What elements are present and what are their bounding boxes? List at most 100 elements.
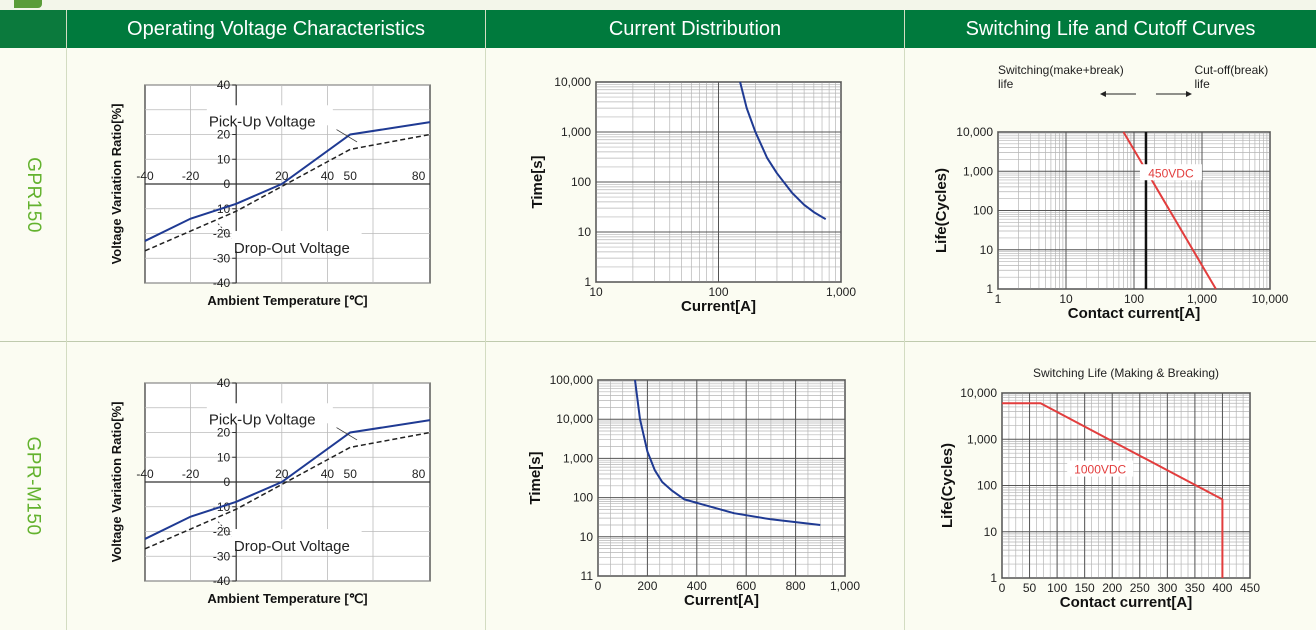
life-line-450vdc: [1122, 131, 1217, 290]
y-tick-label: -30: [213, 549, 231, 563]
x-tick-label: 40: [321, 169, 335, 183]
y-tick-label: -30: [213, 251, 231, 265]
header-corner: [0, 10, 66, 48]
y-tick-label: 40: [217, 78, 231, 92]
y-tick-label: 1: [990, 571, 997, 585]
y-tick-label: 1,000: [563, 451, 593, 465]
drop-out-voltage-label: Drop-Out Voltage: [234, 538, 350, 555]
pick-up-voltage-label: Pick-Up Voltage: [209, 114, 316, 131]
y-tick-label: 1,000: [561, 125, 591, 139]
x-tick-label: 450: [1240, 581, 1260, 595]
y-tick-label: 100,000: [550, 373, 594, 387]
leader-line: [217, 223, 232, 239]
y-tick-label: 1: [584, 275, 591, 289]
y-axis-label: Life(Cycles): [933, 168, 950, 253]
arrow-left-head: [1099, 91, 1106, 97]
x-tick-label: 50: [1023, 581, 1037, 595]
header-switching-life: Switching Life and Cutoff Curves: [905, 10, 1316, 48]
y-axis-label: Time[s]: [527, 451, 544, 504]
pick-up-voltage-line: [144, 121, 431, 242]
x-tick-label: 200: [637, 579, 657, 593]
y-tick-label: 20: [217, 128, 231, 142]
annotation-switching-life: life: [998, 77, 1014, 91]
row-label-gpr150: GPR150: [0, 48, 66, 341]
label-bg: [231, 529, 362, 550]
pick-up-voltage-label: Pick-Up Voltage: [209, 412, 316, 429]
top-strip: [0, 0, 1316, 10]
y-tick-label: 1,000: [967, 432, 997, 446]
leader-line: [336, 427, 358, 441]
label-bg: [231, 231, 362, 252]
gpr-m150-voltage-chart: -40-30-20-10010203040-40-2020405080Pick-…: [109, 376, 431, 606]
x-tick-label: 300: [1157, 581, 1177, 595]
x-tick-label: 1,000: [830, 579, 860, 593]
y-tick-label: 10: [217, 152, 231, 166]
x-tick-label: 100: [1124, 292, 1144, 306]
header-label: Switching Life and Cutoff Curves: [965, 17, 1256, 40]
x-axis-label: Contact current[A]: [1060, 594, 1193, 611]
y-tick-label: -40: [213, 276, 231, 290]
column-divider: [66, 10, 67, 630]
x-tick-label: 350: [1185, 581, 1205, 595]
annotation-cutoff: Cut-off(break): [1194, 63, 1268, 77]
x-axis-label: Ambient Temperature [℃]: [207, 591, 367, 606]
life-line-1000vdc: [1002, 402, 1224, 578]
leader-line: [217, 521, 232, 537]
x-axis-label: Contact current[A]: [1068, 305, 1201, 322]
x-tick-label: -20: [182, 467, 200, 481]
x-axis-label: Current[A]: [681, 298, 756, 315]
x-tick-label: 150: [1075, 581, 1095, 595]
leader-line: [336, 129, 358, 143]
y-tick-label: 20: [217, 426, 231, 440]
brand-mark: [14, 0, 42, 8]
x-tick-label: 1: [995, 292, 1002, 306]
x-axis-label: Current[A]: [684, 592, 759, 609]
y-tick-label: 100: [571, 175, 591, 189]
y-tick-label: 10,000: [960, 386, 997, 400]
y-tick-label: 10: [980, 243, 994, 257]
x-tick-label: 20: [275, 169, 289, 183]
y-axis-label: Voltage Variation Ratio[%]: [109, 104, 124, 265]
gpr-m150-life-chart: 0 50 100 150 200 250 300 350 400 450 1 10 100 1,000 10…: [939, 366, 1260, 611]
x-tick-label: 80: [412, 467, 426, 481]
drop-out-voltage-line: [144, 133, 431, 252]
y-tick-label: 10,000: [556, 412, 593, 426]
x-tick-label: 800: [786, 579, 806, 593]
current-curve: [739, 81, 827, 221]
y-tick-label: -20: [213, 227, 231, 241]
y-tick-label: 10,000: [956, 125, 993, 139]
y-tick-label: -40: [213, 574, 231, 588]
x-tick-label: 200: [1102, 581, 1122, 595]
chart-title: Switching Life (Making & Breaking): [1033, 366, 1219, 380]
y-tick-label: 10: [580, 530, 594, 544]
y-tick-label: -20: [213, 525, 231, 539]
header-current-distribution: Current Distribution: [486, 10, 904, 48]
y-tick-label: 10: [984, 525, 998, 539]
drop-out-voltage-label: Drop-Out Voltage: [234, 240, 350, 257]
x-tick-label: 250: [1130, 581, 1150, 595]
x-tick-label: 100: [708, 285, 728, 299]
x-tick-label: -20: [182, 169, 200, 183]
y-tick-label: 100: [977, 479, 997, 493]
x-tick-label: 50: [344, 467, 358, 481]
x-tick-label: 80: [412, 169, 426, 183]
series-label-450vdc: 450VDC: [1148, 166, 1194, 180]
annotation-cutoff-life: life: [1194, 77, 1210, 91]
y-tick-label: 10: [578, 225, 592, 239]
x-tick-label: -40: [136, 169, 154, 183]
x-tick-label: 0: [595, 579, 602, 593]
y-tick-label: 1,000: [963, 164, 993, 178]
x-tick-label: 10: [1059, 292, 1073, 306]
series-label-bg: [1139, 164, 1202, 181]
y-tick-label: 100: [973, 204, 993, 218]
gpr150-current-chart: 10 100 1,0001101001,00010,000Current[A]Tim…: [529, 75, 856, 315]
column-divider: [904, 10, 905, 630]
x-tick-label: 400: [687, 579, 707, 593]
gpr-m150-current-chart: 0 200 400 600 800 1,000 11 10 100 1,000 10,000 100,…: [527, 373, 860, 609]
y-tick-label: 10,000: [554, 75, 591, 89]
y-tick-label: 11: [581, 569, 594, 583]
x-axis-label: Ambient Temperature [℃]: [207, 293, 367, 308]
x-tick-label: 10,000: [1252, 292, 1289, 306]
current-curve: [634, 379, 821, 526]
y-axis-label: Voltage Variation Ratio[%]: [109, 402, 124, 563]
